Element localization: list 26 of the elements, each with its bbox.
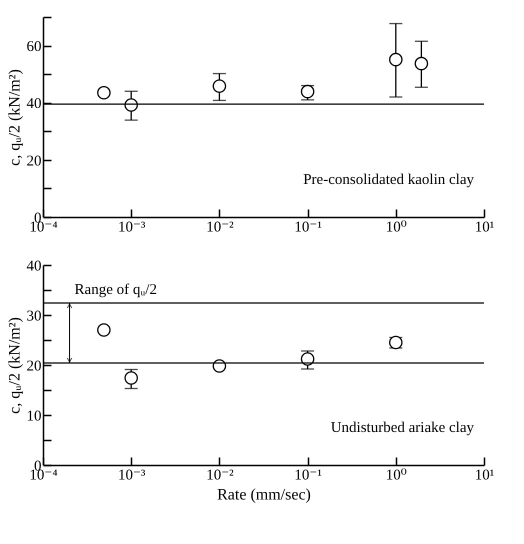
annotation: Undisturbed ariake clay: [330, 420, 474, 436]
x-tick-label: 10⁻²: [206, 220, 234, 236]
point: [124, 371, 138, 385]
point: [300, 352, 314, 366]
x-tick-label: 10⁰: [386, 220, 407, 236]
x-tick-label: 10¹: [474, 468, 494, 484]
x-tick-label: 10⁻²: [206, 468, 234, 484]
y-tick-label: 60: [26, 39, 42, 56]
y-tick-label: 30: [26, 308, 42, 324]
y-axis-title: c, qᵤ/2 (kN/m²): [6, 317, 24, 414]
x-tick-label: 10⁻³: [118, 468, 146, 484]
y-tick-label: 40: [26, 96, 42, 112]
y-tick-label: 20: [26, 358, 42, 374]
point: [212, 359, 226, 373]
x-tick-label: 10⁻¹: [294, 220, 322, 236]
x-tick-label: 10⁻³: [118, 220, 146, 236]
y-axis-title: c, qᵤ/2 (kN/m²): [6, 69, 24, 166]
y-tick-label: 10: [26, 408, 42, 424]
y-tick-label: 20: [26, 153, 42, 170]
x-axis-title: Rate (mm/sec): [217, 486, 311, 504]
annotation: Range of qᵤ/2: [74, 282, 157, 298]
x-tick-label: 10⁻¹: [294, 468, 322, 484]
y-tick-label: 40: [26, 258, 42, 274]
x-tick-label: 10⁰: [386, 468, 407, 484]
x-tick-label: 10¹: [474, 220, 494, 236]
annotation: Pre-consolidated kaolin clay: [303, 172, 474, 188]
